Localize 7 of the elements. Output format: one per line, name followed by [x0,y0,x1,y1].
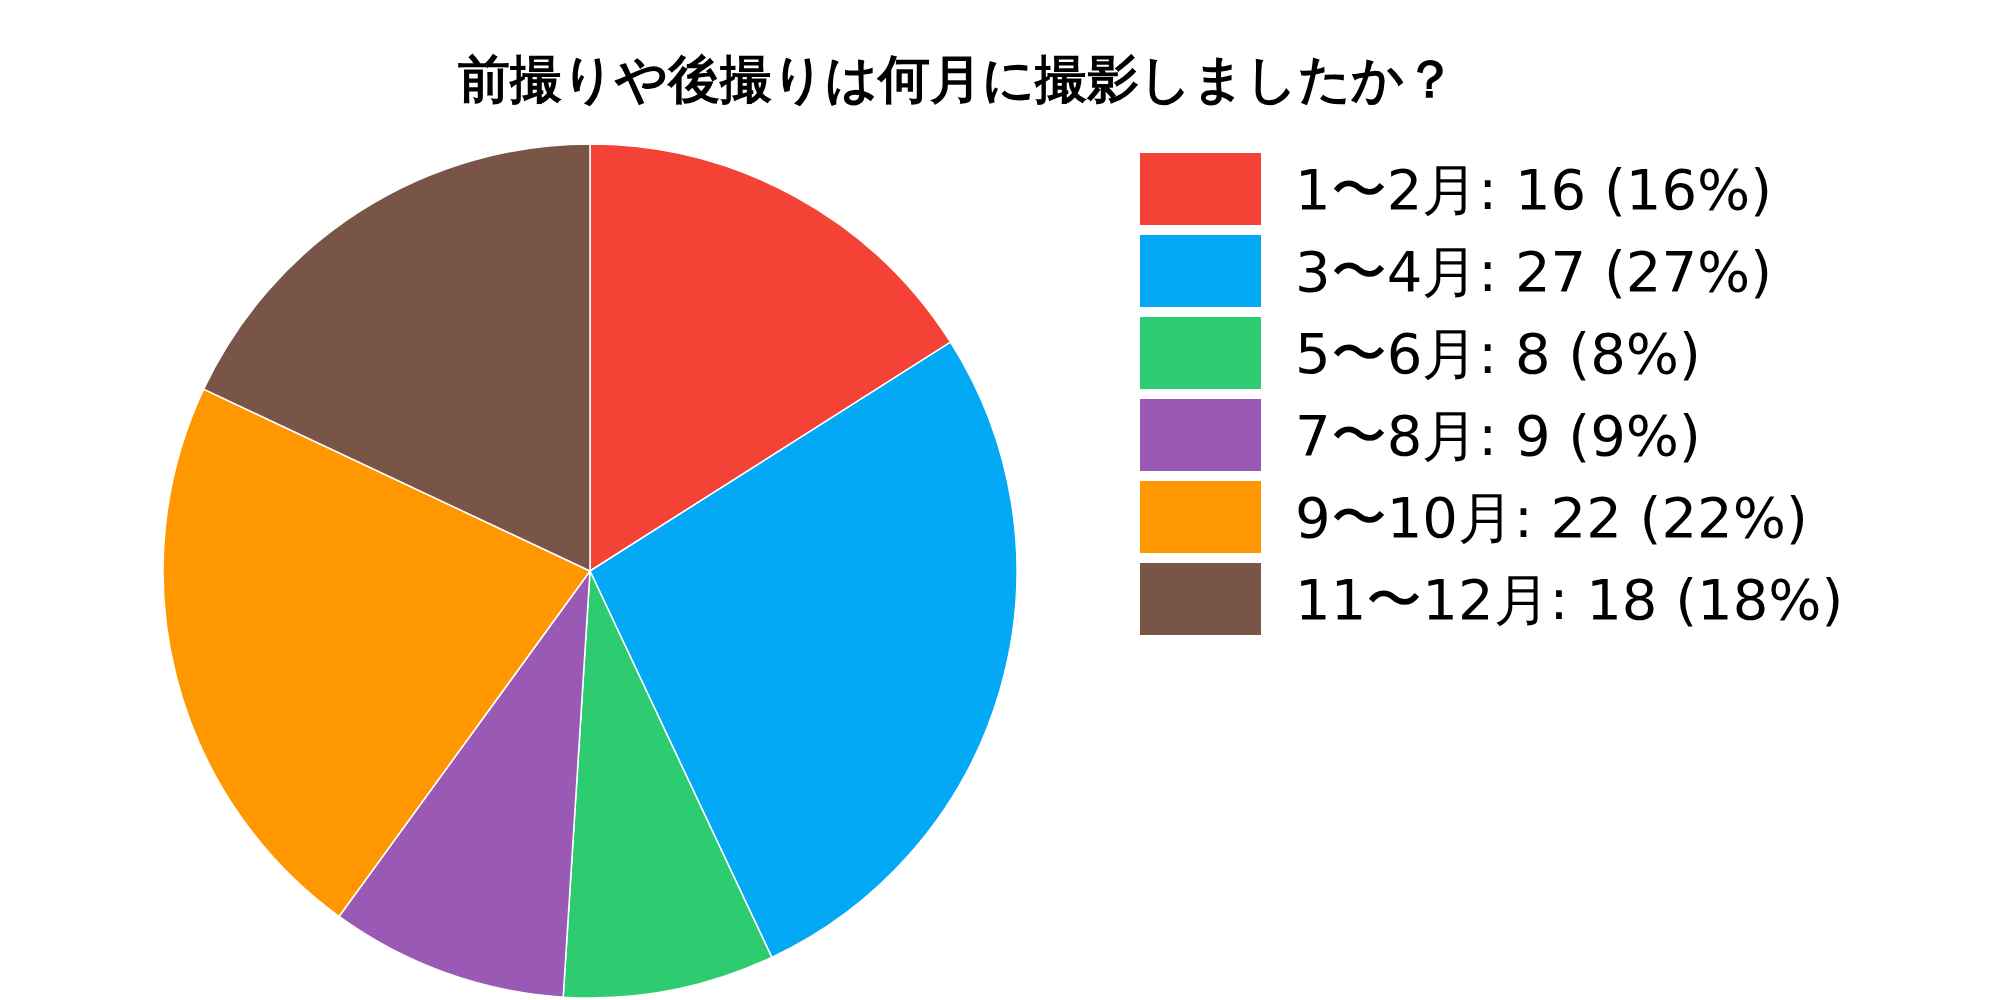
legend-label: 7〜8月: 9 (9%) [1295,403,1701,468]
legend-label: 5〜6月: 8 (8%) [1295,321,1701,386]
legend-label: 3〜4月: 27 (27%) [1295,239,1773,304]
legend-label: 11〜12月: 18 (18%) [1295,567,1844,632]
chart-title: 前撮りや後撮りは何月に撮影しましたか？ [458,49,1456,109]
legend-label: 9〜10月: 22 (22%) [1295,485,1808,550]
legend-label: 1〜2月: 16 (16%) [1295,157,1773,222]
